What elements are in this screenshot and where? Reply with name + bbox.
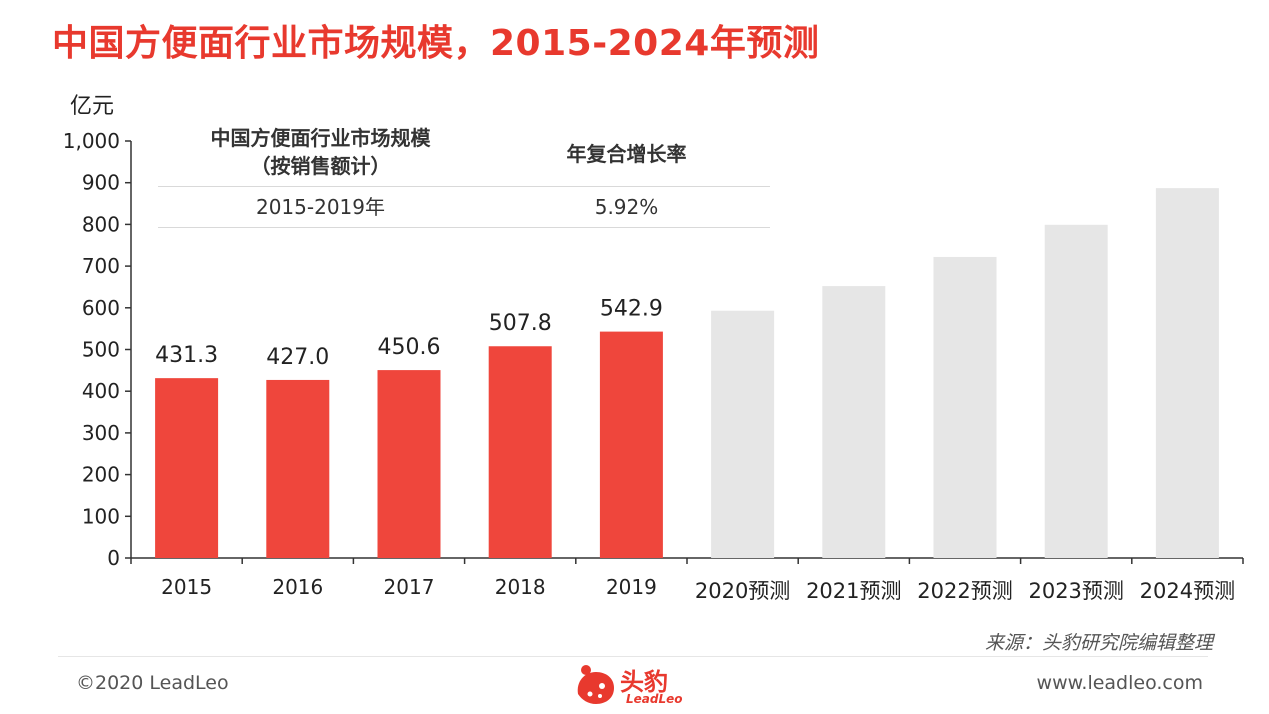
cagr-table-header: 中国方便面行业市场规模 （按销售额计） 年复合增长率 [158,122,770,187]
x-tick-label: 2020预测 [695,579,790,603]
cagr-table-row: 2015-2019年 5.92% [158,187,770,228]
x-axis: 2015 2016 2017 2018 2019 2020预测 2021预测 2022预测 20… [130,557,1244,603]
bar [155,378,219,558]
x-tick-label: 2024预测 [1140,579,1235,603]
y-tick-label: 300 [82,421,120,445]
forecast-bar [1155,188,1219,558]
bar [599,331,663,558]
y-tick-label: 400 [82,379,120,403]
cagr-table: 中国方便面行业市场规模 （按销售额计） 年复合增长率 2015-2019年 5.… [158,122,770,228]
cagr-header-metric-text: 中国方便面行业市场规模 [210,126,431,150]
x-tick-label: 2022预测 [917,579,1012,603]
bar [488,346,552,558]
data-labels: 431.3 427.0 450.6 507.8 542.9 [155,297,663,370]
x-tick-label: 2019 [606,575,657,599]
x-tick-label: 2023预测 [1028,579,1123,603]
data-label: 427.0 [266,345,329,370]
copyright: ©2020 LeadLeo [76,672,229,694]
data-label: 542.9 [600,297,663,322]
leopard-head-icon [577,665,614,704]
y-axis-unit: 亿元 [70,94,115,119]
y-tick-label: 600 [82,296,120,320]
data-label: 450.6 [378,335,441,360]
data-label: 507.8 [489,311,552,336]
y-tick-label: 0 [107,546,120,570]
y-tick-label: 200 [82,463,120,487]
source-note: 来源：头豹研究院编辑整理 [984,632,1213,654]
x-tick-label: 2017 [384,575,435,599]
logo-sub: LeadLeo [626,692,683,706]
cagr-header-metric: 中国方便面行业市场规模 （按销售额计） [158,122,483,186]
y-tick-label: 700 [82,254,120,278]
x-tick-label: 2016 [272,575,323,599]
y-tick-label: 1,000 [63,129,120,153]
y-tick-label: 900 [82,171,120,195]
y-tick-label: 500 [82,338,120,362]
logo-name: 头豹 [620,668,668,696]
website-link[interactable]: www.leadleo.com [1036,672,1203,694]
brand-logo: 头豹 LeadLeo [572,662,712,710]
bars [155,188,1219,558]
forecast-bar [822,286,886,558]
chart-title: 中国方便面行业市场规模，2015-2024年预测 [52,23,820,64]
y-tick-label: 100 [82,504,120,528]
data-label: 431.3 [155,343,218,368]
forecast-bar [933,256,997,558]
y-tick-label: 800 [82,212,120,236]
forecast-bar [711,310,775,558]
forecast-bar [1044,224,1108,558]
cagr-header-rate: 年复合增长率 [566,142,687,166]
cagr-rate: 5.92% [594,195,659,219]
x-tick-label: 2021预测 [806,579,901,603]
cagr-period: 2015-2019年 [255,195,385,219]
y-axis: 0 100 200 300 400 500 600 700 800 900 1,000 [63,129,132,570]
cagr-header-metric-sub: （按销售额计） [250,154,391,178]
footer-divider [58,656,1208,657]
x-tick-label: 2015 [161,575,212,599]
x-tick-label: 2018 [495,575,546,599]
bar [266,379,330,558]
bar [377,370,441,558]
